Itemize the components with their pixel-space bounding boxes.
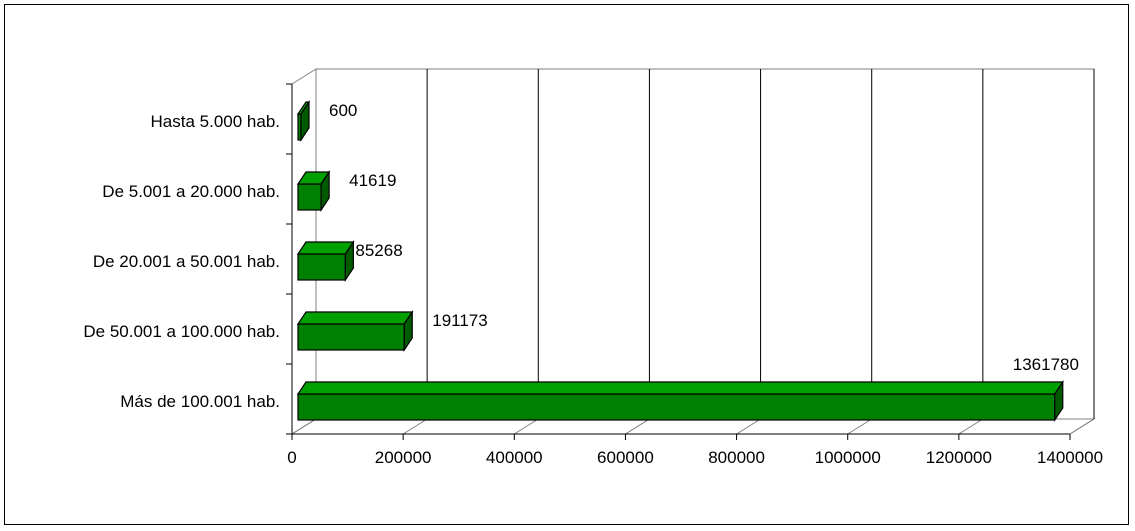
bar-top bbox=[296, 241, 355, 255]
data-label: 85268 bbox=[355, 241, 402, 260]
floor bbox=[290, 418, 1096, 435]
x-tick-label: 1200000 bbox=[926, 448, 992, 467]
data-label: 600 bbox=[329, 101, 357, 120]
bar-top bbox=[296, 381, 1064, 395]
axes bbox=[286, 83, 1071, 440]
bar-side bbox=[320, 170, 330, 212]
x-tick-label: 0 bbox=[287, 448, 296, 467]
data-label: 191173 bbox=[432, 311, 487, 330]
bar-side bbox=[403, 310, 413, 352]
x-tick-label: 600000 bbox=[597, 448, 654, 467]
x-tick-label: 1400000 bbox=[1037, 448, 1103, 467]
back-wall bbox=[315, 68, 1095, 420]
labels: 0 200000 400000 600000 800000 1000000 1200000 1… bbox=[83, 101, 1103, 467]
floor-gridline bbox=[625, 418, 650, 435]
chart-walls bbox=[290, 68, 1096, 435]
data-label: 41619 bbox=[349, 171, 396, 190]
category-label: De 5.001 a 20.000 hab. bbox=[102, 182, 280, 201]
category-label: Más de 100.001 hab. bbox=[120, 392, 280, 411]
data-label: 1361780 bbox=[1013, 355, 1079, 374]
x-tick-label: 200000 bbox=[375, 448, 432, 467]
x-tick-label: 1000000 bbox=[815, 448, 881, 467]
bar-front bbox=[297, 393, 1056, 421]
bar-front bbox=[297, 183, 322, 211]
grid-lines bbox=[291, 69, 1095, 435]
floor-gridline bbox=[291, 418, 317, 435]
floor-gridline bbox=[847, 418, 872, 435]
bar-top bbox=[296, 311, 414, 325]
bar-side bbox=[300, 100, 310, 142]
category-label: De 50.001 a 100.000 hab. bbox=[83, 322, 280, 341]
floor-gridline bbox=[402, 418, 428, 435]
category-label: De 20.001 a 50.001 hab. bbox=[93, 252, 280, 271]
bar-side bbox=[344, 240, 354, 282]
floor-gridline bbox=[736, 418, 761, 435]
category-label: Hasta 5.000 hab. bbox=[151, 112, 280, 131]
bars bbox=[296, 100, 1064, 422]
x-tick-label: 800000 bbox=[708, 448, 765, 467]
bar-side bbox=[1054, 380, 1064, 422]
bar-front bbox=[297, 253, 346, 281]
bar-front bbox=[297, 323, 405, 351]
floor-gridline bbox=[514, 418, 539, 435]
x-tick-label: 400000 bbox=[486, 448, 543, 467]
floor-gridline bbox=[1069, 418, 1095, 435]
floor-gridline bbox=[958, 418, 984, 435]
